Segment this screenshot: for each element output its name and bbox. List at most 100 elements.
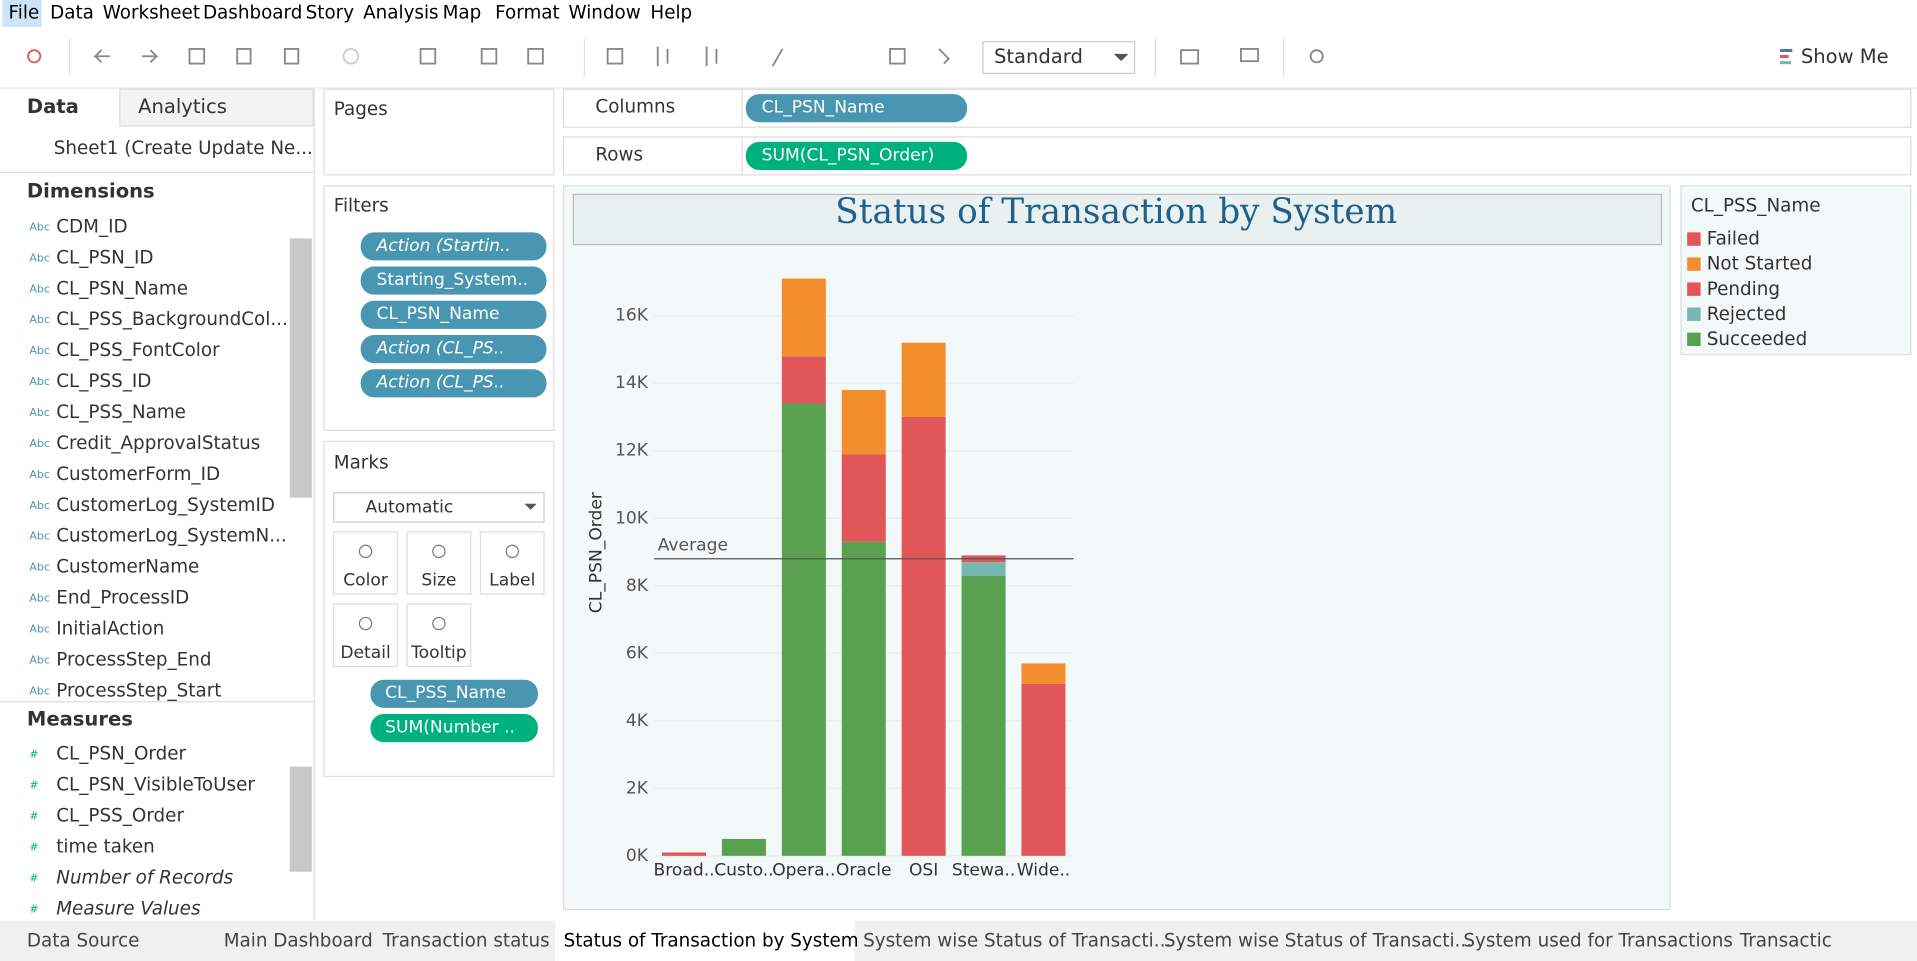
legend-label[interactable]: Rejected	[1707, 304, 1787, 325]
dimension-field[interactable]: CL_PSN_Name	[56, 278, 188, 299]
marks-button-label[interactable]: Color	[343, 571, 389, 591]
bar-segment[interactable]	[781, 403, 826, 856]
measure-field[interactable]: CL_PSS_Order	[56, 805, 184, 826]
dimension-field[interactable]: CL_PSN_ID	[56, 247, 153, 268]
bar-segment[interactable]	[841, 454, 886, 542]
menu-item[interactable]: Data	[50, 2, 94, 23]
sheet-tab[interactable]: Transactic	[1739, 930, 1832, 951]
rows-pill-label[interactable]: SUM(CL_PSN_Order)	[762, 145, 935, 165]
dimension-field[interactable]: CL_PSS_ID	[56, 371, 151, 392]
dimension-field[interactable]: End_ProcessID	[56, 588, 189, 609]
data-tab[interactable]: Data	[27, 95, 79, 118]
filter-pill[interactable]	[360, 300, 547, 329]
dimension-field[interactable]: CustomerName	[56, 557, 199, 578]
marks-button[interactable]	[479, 531, 545, 595]
mark-type[interactable]: Automatic	[366, 497, 454, 517]
legend-label[interactable]: Pending	[1707, 279, 1780, 300]
measure-field[interactable]: Measure Values	[56, 899, 201, 920]
marks-button[interactable]	[333, 603, 398, 667]
legend-label[interactable]: Not Started	[1707, 254, 1813, 275]
scrollbar-thumb[interactable]	[289, 238, 312, 498]
sheet-tab[interactable]: System wise Status of Transacti...	[863, 930, 1171, 951]
filter-pill[interactable]	[360, 335, 547, 364]
marks-button-label[interactable]: Tooltip	[410, 643, 467, 663]
menu-item[interactable]: Map	[443, 2, 482, 23]
marks-button-label[interactable]: Size	[421, 571, 456, 591]
filter-pill[interactable]	[360, 266, 547, 295]
columns-pill[interactable]	[745, 94, 968, 123]
measure-field[interactable]: CL_PSN_Order	[56, 743, 186, 764]
bar-segment[interactable]	[901, 342, 946, 417]
dimension-field[interactable]: CustomerForm_ID	[56, 464, 220, 485]
marks-pill-label[interactable]: CL_PSS_Name	[385, 683, 506, 703]
dimension-field[interactable]: InitialAction	[56, 619, 164, 640]
fit-value[interactable]: Standard	[994, 45, 1083, 68]
legend-swatch[interactable]	[1687, 257, 1701, 271]
bar-segment[interactable]	[781, 356, 826, 404]
dimension-field[interactable]: CL_PSS_FontColor	[56, 340, 220, 361]
fit-dropdown[interactable]	[982, 40, 1136, 74]
dimension-field[interactable]: ProcessStep_End	[56, 649, 211, 670]
menu-item[interactable]: Analysis	[363, 2, 439, 23]
dimension-field[interactable]: CDM_ID	[56, 216, 127, 237]
menu-item[interactable]: Worksheet	[103, 2, 200, 23]
dimension-field[interactable]: CL_PSS_BackgroundCol...	[56, 309, 288, 330]
columns-pill-label[interactable]: CL_PSN_Name	[762, 98, 885, 118]
filter-pill-label[interactable]: CL_PSN_Name	[377, 304, 500, 324]
legend-label[interactable]: Failed	[1707, 229, 1760, 250]
rows-pill[interactable]	[745, 141, 968, 170]
bar-segment[interactable]	[1021, 683, 1066, 856]
legend-swatch[interactable]	[1687, 332, 1701, 347]
dimension-field[interactable]: ProcessStep_Start	[56, 680, 221, 701]
scrollbar-thumb[interactable]	[289, 766, 312, 872]
filter-pill[interactable]	[360, 232, 547, 261]
bar-segment[interactable]	[841, 389, 886, 455]
sheet-tab[interactable]: System wise Status of Transacti...	[1164, 930, 1472, 951]
menu-item[interactable]: Help	[650, 2, 692, 23]
menu-item[interactable]: Window	[568, 2, 640, 23]
bar-segment[interactable]	[841, 541, 886, 856]
bar-segment[interactable]	[961, 575, 1006, 856]
menu-item[interactable]: Format	[495, 2, 560, 23]
marks-button-label[interactable]: Detail	[340, 643, 390, 663]
legend-swatch[interactable]	[1687, 232, 1701, 246]
sheet-tab[interactable]: Status of Transaction by System	[564, 930, 859, 951]
marks-button[interactable]	[406, 603, 472, 667]
bar-segment[interactable]	[662, 852, 707, 856]
bar-segment[interactable]	[961, 562, 1006, 576]
menu-item[interactable]: File	[9, 2, 40, 23]
sheet-tab[interactable]: Transaction status	[382, 930, 550, 951]
marks-pill[interactable]	[370, 679, 538, 708]
marks-pill[interactable]	[370, 714, 538, 743]
menu-item[interactable]: Story	[306, 2, 355, 23]
measure-field[interactable]: time taken	[56, 837, 155, 858]
dimension-field[interactable]: CustomerLog_SystemID	[56, 495, 275, 516]
filter-pill[interactable]	[360, 369, 547, 398]
sheet-tab[interactable]: Data Source	[27, 930, 140, 951]
bar-segment[interactable]	[901, 416, 946, 856]
bar-segment[interactable]	[781, 278, 826, 357]
dimension-field[interactable]: Credit_ApprovalStatus	[56, 433, 260, 454]
marks-button[interactable]	[333, 531, 398, 595]
bar-segment[interactable]	[721, 838, 766, 856]
measure-field[interactable]: CL_PSN_VisibleToUser	[56, 774, 255, 795]
data-source[interactable]: Sheet1 (Create Update Ne...	[54, 138, 313, 159]
legend-swatch[interactable]	[1687, 307, 1701, 321]
sheet-tab[interactable]: Main Dashboard	[224, 930, 373, 951]
dimension-field[interactable]: CustomerLog_SystemN...	[56, 526, 286, 547]
filter-pill-label[interactable]: Action (CL_PS..	[376, 338, 505, 358]
bar-segment[interactable]	[1021, 663, 1066, 684]
analytics-tab[interactable]: Analytics	[138, 95, 227, 118]
sheet-tab[interactable]: System used for Transactions	[1463, 930, 1733, 951]
filter-pill-label[interactable]: Starting_System..	[377, 270, 529, 290]
mark-type-dropdown[interactable]	[333, 492, 545, 523]
filter-pill-label[interactable]: Action (CL_PS..	[376, 373, 505, 393]
dimension-field[interactable]: CL_PSS_Name	[56, 402, 186, 423]
menu-item[interactable]: Dashboard	[203, 2, 302, 23]
show-me-button[interactable]: Show Me	[1801, 45, 1889, 68]
measure-field[interactable]: Number of Records	[56, 868, 233, 889]
marks-button-label[interactable]: Label	[489, 571, 535, 591]
marks-button[interactable]	[406, 531, 472, 595]
legend-label[interactable]: Succeeded	[1707, 329, 1808, 350]
filter-pill-label[interactable]: Action (Startin..	[376, 236, 511, 256]
